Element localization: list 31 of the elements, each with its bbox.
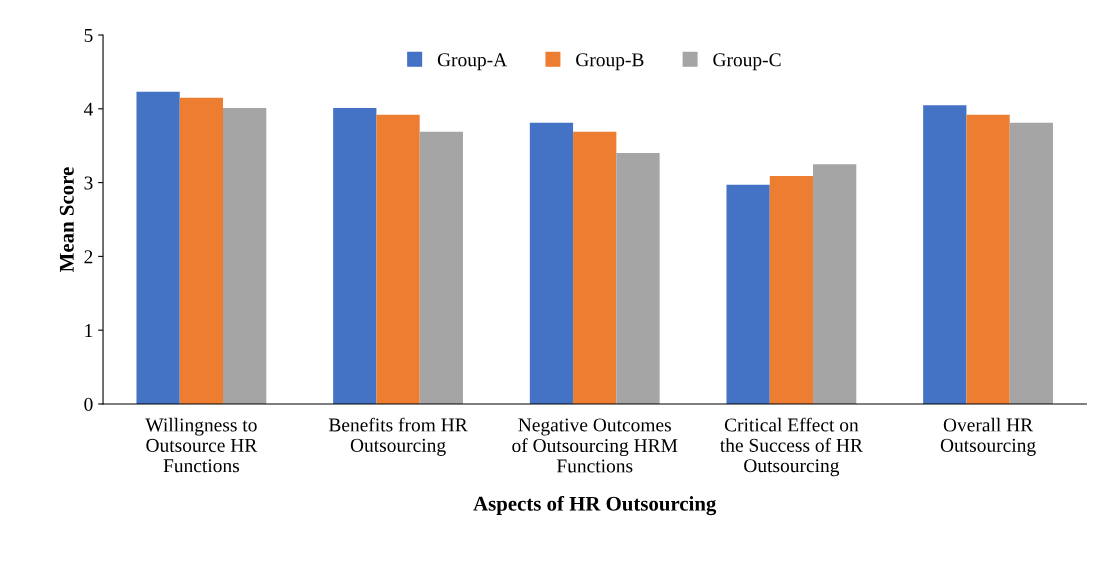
bar bbox=[573, 131, 617, 404]
y-tick-label: 3 bbox=[84, 176, 93, 190]
bar bbox=[726, 184, 770, 404]
y-tick-label: 2 bbox=[84, 250, 93, 264]
x-tick-label: Overall HR Outsourcing bbox=[940, 417, 1036, 456]
bar bbox=[419, 131, 463, 404]
bar bbox=[1009, 122, 1053, 404]
y-tick-label: 0 bbox=[84, 397, 93, 411]
x-tick-label: Negative Outcomes of Outsourcing HRM Functions bbox=[512, 418, 678, 473]
bar bbox=[769, 175, 814, 404]
bar bbox=[529, 122, 574, 404]
x-tick-label: Willingness to Outsource HR Functions bbox=[145, 417, 258, 473]
bar bbox=[966, 114, 1010, 404]
x-tick-label: Critical Effect on the Success of HR Outsourcing bbox=[720, 417, 863, 477]
bar bbox=[923, 105, 967, 404]
bar bbox=[376, 114, 420, 404]
bar bbox=[136, 91, 180, 404]
bar bbox=[179, 97, 224, 404]
bar bbox=[813, 164, 857, 404]
bar bbox=[616, 153, 660, 404]
legend-label: Group-B bbox=[576, 53, 644, 71]
x-axis-title: Aspects of HR Outsourcing bbox=[473, 495, 717, 516]
legend-label: Group-A bbox=[437, 53, 508, 71]
y-axis-title: Mean Score bbox=[59, 167, 74, 272]
y-tick-label: 4 bbox=[83, 102, 94, 116]
y-tick-label: 5 bbox=[84, 29, 93, 42]
bar bbox=[333, 108, 377, 404]
y-tick-label: 1 bbox=[85, 324, 93, 337]
x-tick-label: Benefits from HR Outsourcing bbox=[328, 417, 468, 456]
bar bbox=[223, 108, 267, 404]
legend-label: Group-C bbox=[713, 53, 781, 71]
